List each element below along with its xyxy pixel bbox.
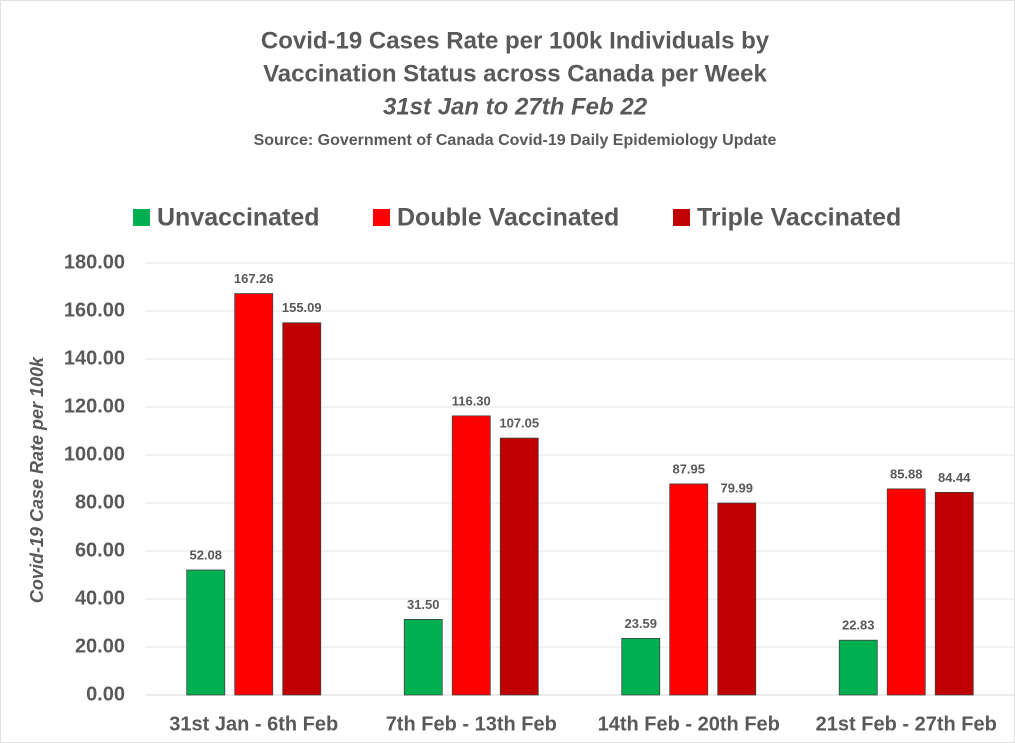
y-tick-label: 180.00: [64, 251, 125, 273]
y-tick-label: 100.00: [64, 443, 125, 465]
data-label: 52.08: [189, 547, 222, 562]
y-axis-label: Covid-19 Case Rate per 100k: [27, 356, 47, 603]
x-tick-label: 14th Feb - 20th Feb: [598, 713, 780, 735]
data-label: 23.59: [624, 616, 657, 631]
bar: [451, 415, 491, 696]
bar: [234, 293, 274, 696]
data-label: 107.05: [499, 416, 539, 431]
chart-title: Vaccination Status across Canada per Wee…: [263, 60, 767, 87]
chart-source: Source: Government of Canada Covid-19 Da…: [254, 132, 777, 149]
bar: [403, 619, 443, 696]
y-tick-label: 80.00: [75, 491, 125, 513]
data-label: 155.09: [282, 300, 322, 315]
data-label: 85.88: [890, 466, 923, 481]
bar: [621, 637, 661, 696]
data-label: 116.30: [452, 393, 491, 408]
y-tick-label: 0.00: [86, 683, 125, 705]
y-tick-label: 20.00: [75, 635, 125, 657]
y-tick-label: 60.00: [75, 539, 125, 561]
data-label: 31.50: [407, 597, 440, 612]
legend-label: Double Vaccinated: [397, 204, 619, 232]
bar: [886, 488, 926, 696]
y-tick-label: 160.00: [64, 299, 125, 321]
legend-label: Triple Vaccinated: [697, 204, 901, 232]
bar: [669, 483, 709, 696]
data-label: 79.99: [720, 480, 753, 495]
bar: [186, 569, 226, 696]
data-label: 22.83: [842, 618, 875, 633]
bar: [838, 639, 878, 696]
chart-title: Covid-19 Cases Rate per 100k Individuals…: [261, 27, 770, 54]
legend-swatch: [673, 209, 690, 226]
bar: [282, 322, 322, 696]
y-tick-label: 40.00: [75, 587, 125, 609]
bar: [499, 437, 539, 696]
legend-swatch: [373, 209, 390, 226]
x-tick-label: 31st Jan - 6th Feb: [169, 713, 338, 735]
y-tick-label: 120.00: [64, 395, 125, 417]
x-tick-label: 21st Feb - 27th Feb: [816, 713, 997, 735]
x-tick-label: 7th Feb - 13th Feb: [386, 713, 557, 735]
bar: [717, 502, 757, 696]
data-label: 87.95: [672, 461, 705, 476]
y-tick-label: 140.00: [64, 347, 125, 369]
data-label: 167.26: [234, 271, 274, 286]
data-label: 84.44: [938, 470, 971, 485]
chart-subtitle: 31st Jan to 27th Feb 22: [383, 93, 648, 120]
legend-label: Unvaccinated: [157, 204, 320, 232]
legend-swatch: [133, 209, 150, 226]
bar: [934, 491, 974, 696]
